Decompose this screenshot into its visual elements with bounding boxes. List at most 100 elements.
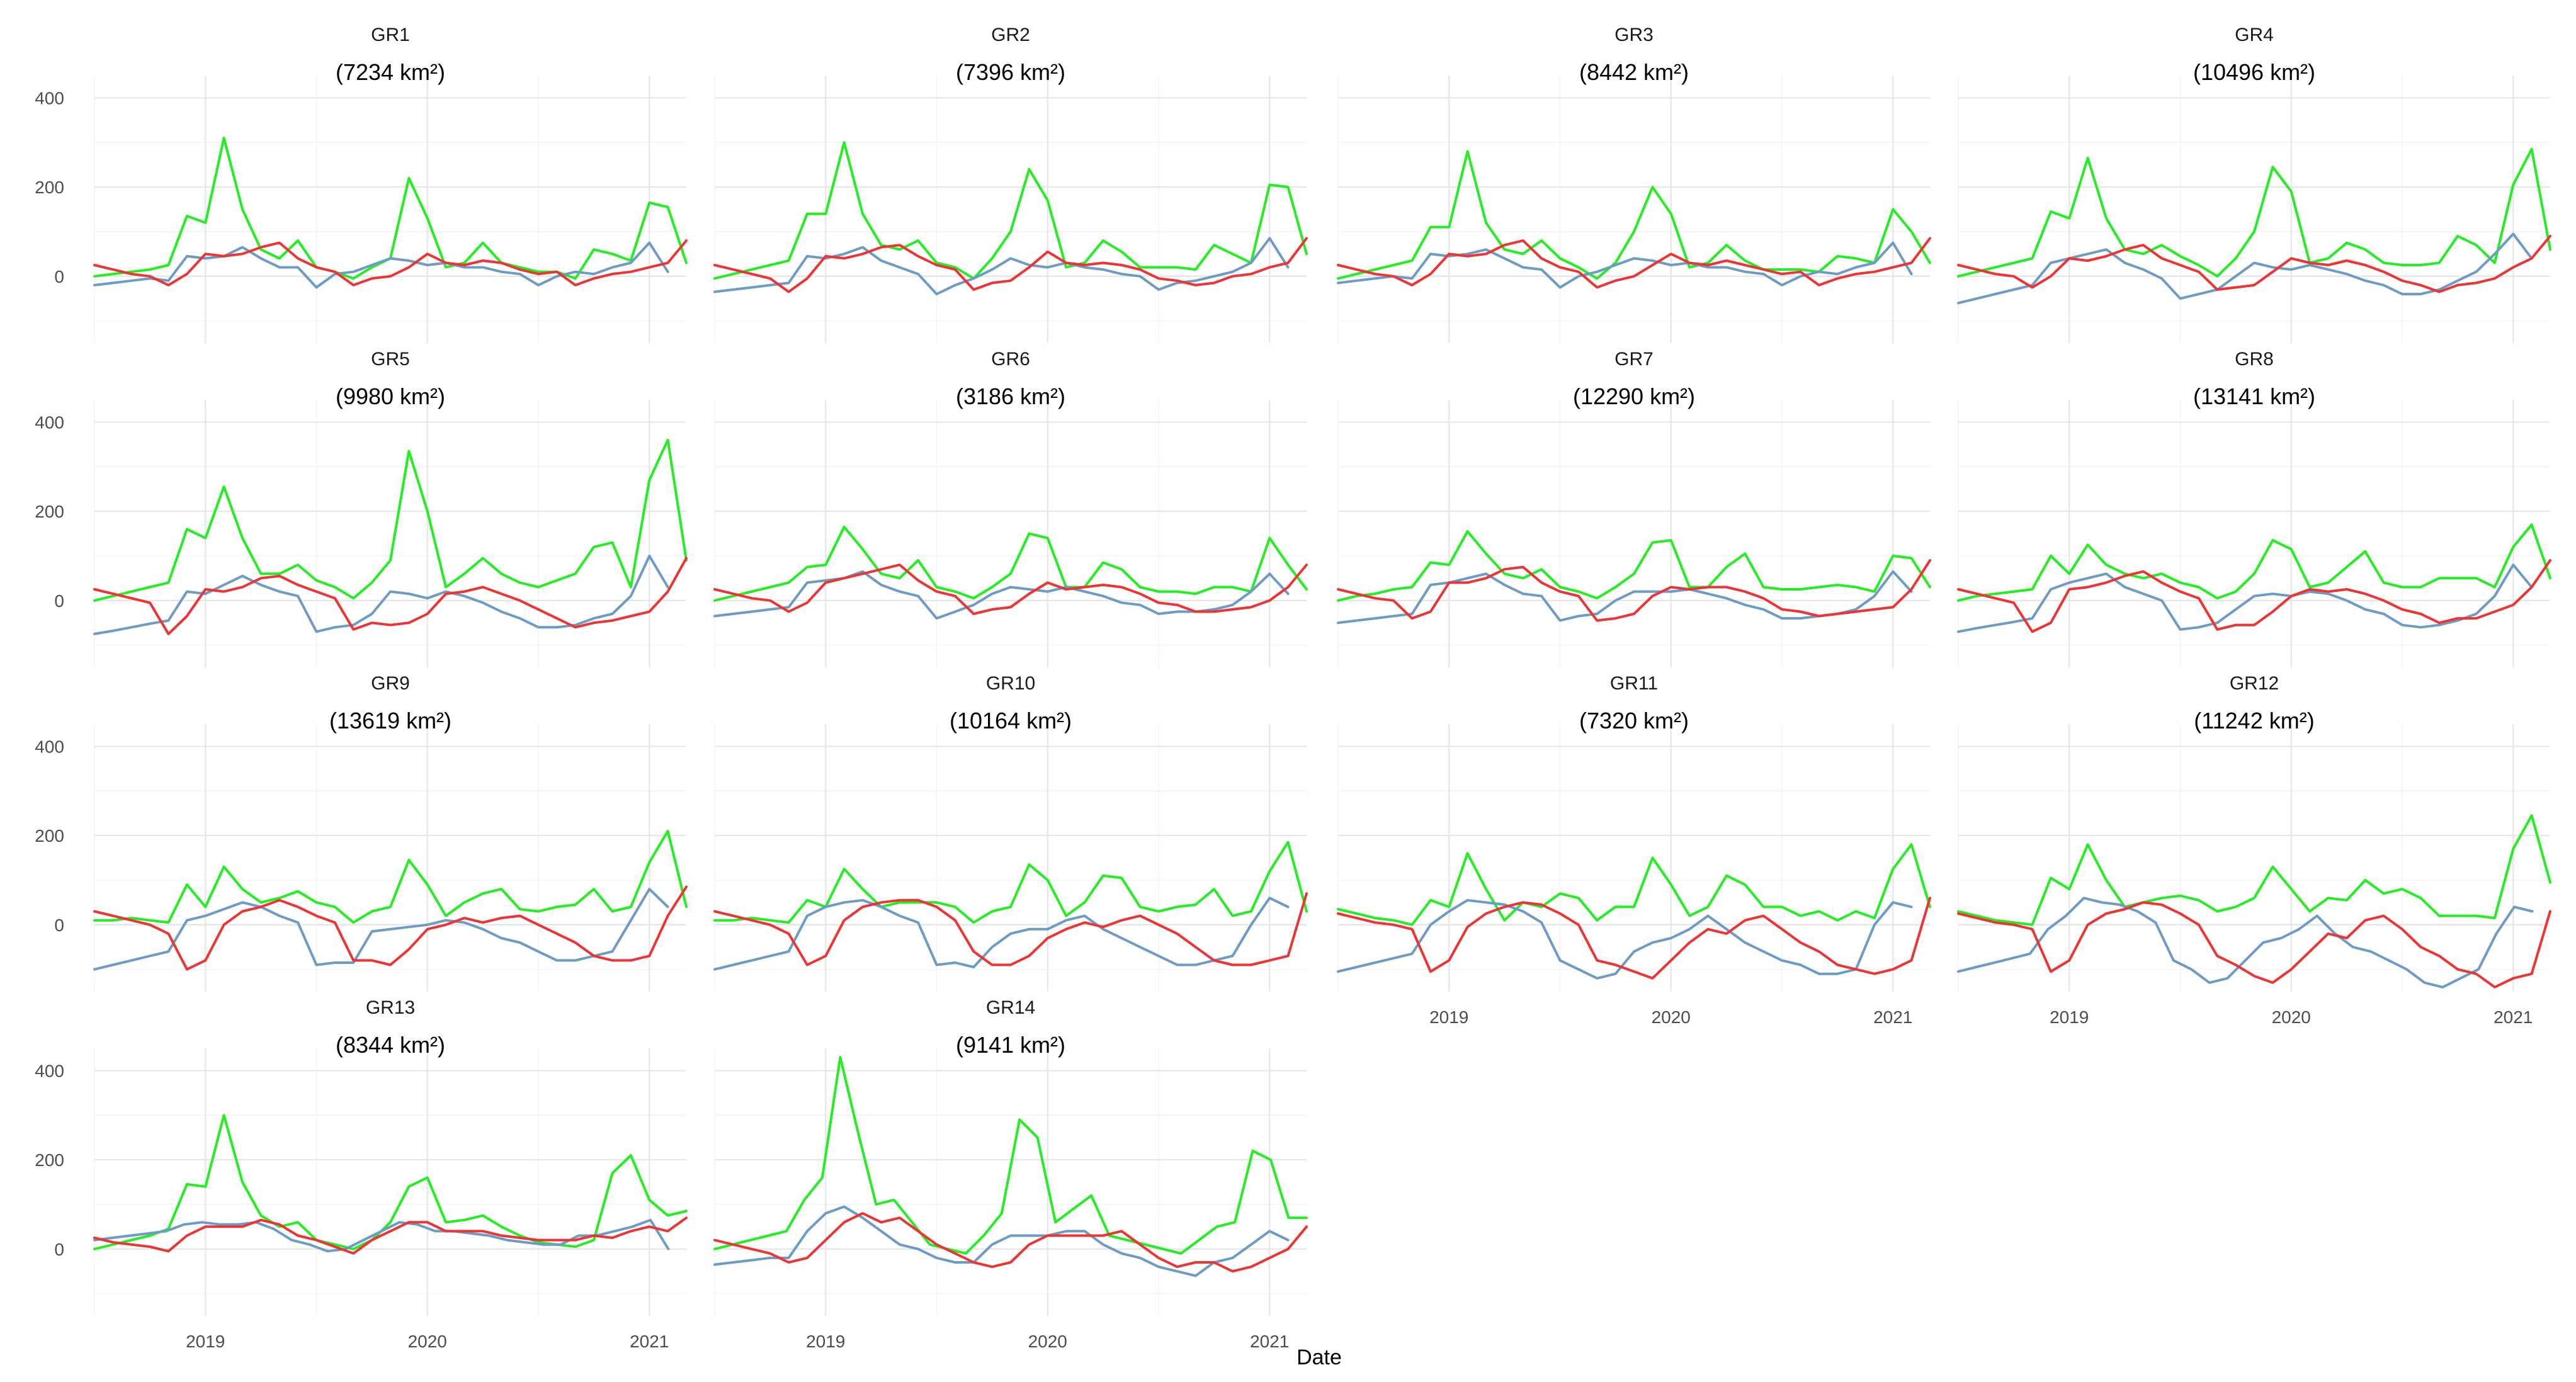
y-tick-label: 0 — [54, 591, 64, 611]
series-line-green — [1957, 814, 2551, 926]
facet-title: GR14 — [986, 997, 1035, 1018]
series-line-green — [713, 1056, 1308, 1255]
series-line-green — [1337, 150, 1931, 280]
facet-panel-gr14: GR14 (9141 km²) 2019 2020 2021 — [713, 997, 1308, 1351]
series-line-green — [1957, 523, 2551, 602]
facet-area-label: (12290 km²) — [1573, 383, 1695, 409]
facet-panel-gr7: GR7 (12290 km²) — [1337, 349, 1931, 667]
series-line-red — [1337, 559, 1931, 622]
y-tick-label: 200 — [35, 178, 64, 197]
facet-area-label: (7396 km²) — [956, 59, 1065, 85]
facet-area-label: (10496 km²) — [2193, 59, 2315, 85]
y-tick-label: 200 — [35, 1150, 64, 1170]
x-tick-label: 2020 — [1652, 1007, 1691, 1027]
x-tick-label: 2019 — [1429, 1007, 1468, 1027]
x-tick-label: 2019 — [186, 1332, 225, 1351]
series-line-red — [713, 564, 1308, 615]
x-tick-label: 2021 — [630, 1332, 669, 1351]
series-line-red — [93, 557, 688, 635]
series-line-blue — [93, 888, 669, 971]
facet-area-label: (9141 km²) — [956, 1032, 1065, 1058]
facet-panel-gr4: GR4 (10496 km²) — [1957, 25, 2551, 343]
series-line-blue — [713, 1205, 1290, 1277]
x-tick-label: 2021 — [2494, 1007, 2533, 1027]
facet-title: GR5 — [371, 349, 410, 370]
y-tick-label: 400 — [35, 1061, 64, 1080]
y-tick-label: 400 — [35, 412, 64, 432]
facet-title: GR1 — [371, 25, 410, 45]
series-line-red — [713, 1212, 1308, 1273]
facet-title: GR11 — [1610, 673, 1658, 694]
x-tick-label: 2019 — [806, 1332, 845, 1351]
facet-title: GR9 — [371, 673, 410, 694]
facet-panel-gr12: GR12 (11242 km²) 2019 2020 2021 — [1957, 673, 2551, 1027]
x-tick-label: 2019 — [2050, 1007, 2089, 1027]
facet-panel-gr6: GR6 (3186 km²) — [713, 349, 1308, 667]
series-line-blue — [1957, 564, 2533, 633]
facet-title: GR4 — [2235, 25, 2274, 45]
x-tick-label: 2021 — [1250, 1332, 1289, 1351]
facet-title: GR10 — [986, 673, 1035, 694]
facet-panel-gr5: GR5 (9980 km²) 400 200 0 — [35, 349, 688, 667]
facet-area-label: (10164 km²) — [950, 708, 1072, 733]
x-tick-label: 2020 — [408, 1332, 447, 1351]
series-line-red — [713, 237, 1308, 293]
series-line-blue — [1337, 241, 1913, 289]
series-line-green — [93, 830, 688, 924]
series-line-green — [1337, 530, 1931, 602]
facet-title: GR8 — [2235, 349, 2274, 370]
facet-panel-gr10: GR10 (10164 km²) — [713, 673, 1308, 992]
x-axis-title: Date — [1297, 1345, 1342, 1369]
series-line-green — [1337, 843, 1931, 926]
facet-panel-gr9: GR9 (13619 km²) 400 200 0 — [35, 673, 688, 992]
x-tick-label: 2020 — [1028, 1332, 1067, 1351]
facet-area-label: (7320 km²) — [1579, 708, 1689, 733]
series-line-red — [93, 885, 688, 971]
series-line-red — [1957, 559, 2551, 633]
facet-title: GR7 — [1614, 349, 1654, 370]
series-line-red — [1957, 235, 2551, 293]
x-tick-label: 2021 — [1873, 1007, 1912, 1027]
series-line-blue — [1957, 897, 2534, 988]
y-tick-label: 200 — [35, 826, 64, 846]
y-tick-label: 0 — [54, 915, 64, 935]
facet-panel-gr13: GR13 (8344 km²) 400 200 0 2019 2020 2021 — [35, 997, 688, 1351]
series-line-green — [1957, 147, 2551, 278]
facet-panel-gr11: GR11 (7320 km²) 2019 2020 2021 — [1337, 673, 1931, 1027]
y-tick-label: 0 — [54, 1240, 64, 1259]
facet-title: GR13 — [366, 997, 415, 1018]
facet-panel-gr1: GR1 (7234 km²) 400 200 0 — [35, 25, 688, 343]
facet-area-label: (13141 km²) — [2193, 383, 2315, 409]
series-line-green — [713, 525, 1308, 602]
facet-panel-gr8: GR8 (13141 km²) — [1957, 349, 2551, 667]
y-tick-label: 200 — [35, 502, 64, 521]
facet-area-label: (8442 km²) — [1579, 59, 1689, 85]
series-line-red — [1337, 897, 1931, 980]
facet-panel-gr2: GR2 (7396 km²) — [713, 25, 1308, 343]
facet-title: GR6 — [991, 349, 1030, 370]
series-line-red — [93, 1216, 688, 1255]
series-line-green — [713, 841, 1308, 924]
facet-title: GR3 — [1614, 25, 1654, 45]
facet-panel-gr3: GR3 (8442 km²) — [1337, 25, 1931, 343]
series-line-green — [713, 141, 1308, 280]
series-line-green — [93, 1114, 688, 1250]
series-line-red — [713, 892, 1308, 966]
facet-area-label: (13619 km²) — [329, 708, 451, 733]
series-line-red — [93, 239, 688, 286]
series-line-blue — [93, 241, 669, 289]
series-line-blue — [1337, 898, 1913, 980]
series-line-red — [1957, 901, 2551, 988]
facet-area-label: (3186 km²) — [956, 383, 1065, 409]
facet-area-label: (11242 km²) — [2194, 708, 2314, 733]
series-line-blue — [93, 1218, 670, 1253]
facet-title: GR2 — [991, 25, 1030, 45]
series-line-blue — [713, 237, 1290, 296]
x-tick-label: 2020 — [2272, 1007, 2311, 1027]
facet-title: GR12 — [2230, 673, 2279, 694]
facet-area-label: (7234 km²) — [336, 59, 445, 85]
facet-area-label: (9980 km²) — [336, 383, 445, 409]
y-tick-label: 400 — [35, 737, 64, 756]
y-tick-label: 0 — [54, 267, 64, 286]
